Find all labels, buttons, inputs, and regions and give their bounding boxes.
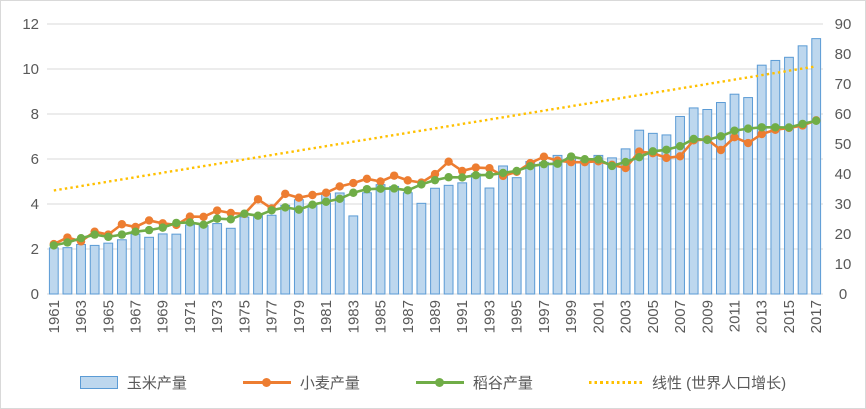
corn-bars <box>48 38 822 295</box>
chart-plot-area[interactable]: 0 2 4 6 8 10 12 0 10 20 30 40 50 60 70 80 90 1961 1963 1965… <box>1 1 865 359</box>
wheat-line-swatch-icon <box>242 377 291 387</box>
legend-item-trend[interactable]: 线性 (世界人口增长) <box>588 372 787 393</box>
legend-item-wheat[interactable]: 小麦产量 <box>242 372 360 393</box>
svg-text:30: 30 <box>835 196 852 213</box>
svg-text:2007: 2007 <box>672 300 689 333</box>
svg-text:1975: 1975 <box>236 300 253 333</box>
trendline-swatch-icon <box>588 380 643 384</box>
svg-text:1973: 1973 <box>209 300 226 333</box>
svg-text:0: 0 <box>839 286 847 303</box>
svg-text:1979: 1979 <box>291 300 308 333</box>
svg-text:2011: 2011 <box>727 300 744 332</box>
legend-label-corn: 玉米产量 <box>126 374 187 392</box>
svg-text:20: 20 <box>835 226 852 243</box>
svg-text:1971: 1971 <box>182 300 199 333</box>
svg-text:40: 40 <box>835 166 852 183</box>
legend-label-rice: 稻谷产量 <box>472 374 533 392</box>
svg-text:10: 10 <box>835 256 852 273</box>
svg-text:10: 10 <box>22 61 39 78</box>
svg-text:90: 90 <box>835 16 852 33</box>
svg-text:1963: 1963 <box>73 300 90 333</box>
svg-text:12: 12 <box>22 16 39 33</box>
svg-text:1967: 1967 <box>127 300 144 333</box>
chart-legend: 玉米产量 小麦产量 稻谷产量 线性 (世界人口增长) <box>1 362 865 402</box>
svg-text:0: 0 <box>31 286 39 303</box>
svg-text:1989: 1989 <box>427 300 444 333</box>
legend-label-trend: 线性 (世界人口增长) <box>651 374 787 392</box>
legend-label-wheat: 小麦产量 <box>299 374 360 392</box>
corn-bar-swatch-icon <box>79 375 118 389</box>
rice-line <box>49 116 821 250</box>
svg-text:1985: 1985 <box>373 300 390 333</box>
svg-text:1983: 1983 <box>345 300 362 333</box>
svg-text:2001: 2001 <box>590 300 607 333</box>
svg-text:2005: 2005 <box>645 300 662 333</box>
svg-text:2009: 2009 <box>699 300 716 333</box>
svg-text:1977: 1977 <box>264 300 281 333</box>
svg-text:6: 6 <box>31 151 39 168</box>
svg-text:1995: 1995 <box>509 300 526 333</box>
rice-line-swatch-icon <box>415 377 464 387</box>
svg-text:60: 60 <box>835 106 852 123</box>
svg-text:2003: 2003 <box>618 300 635 333</box>
svg-text:1997: 1997 <box>536 300 553 333</box>
svg-text:1969: 1969 <box>155 300 172 333</box>
svg-text:8: 8 <box>31 106 39 123</box>
svg-text:1981: 1981 <box>318 300 335 333</box>
svg-text:50: 50 <box>835 136 852 153</box>
svg-text:80: 80 <box>835 46 852 63</box>
svg-text:70: 70 <box>835 76 852 93</box>
svg-text:2013: 2013 <box>754 300 771 333</box>
svg-text:4: 4 <box>31 196 39 213</box>
legend-item-rice[interactable]: 稻谷产量 <box>415 372 533 393</box>
svg-text:1999: 1999 <box>563 300 580 333</box>
svg-text:1987: 1987 <box>400 300 417 333</box>
svg-text:2: 2 <box>31 241 39 258</box>
svg-text:1961: 1961 <box>46 300 63 333</box>
legend-item-corn[interactable]: 玉米产量 <box>79 372 187 393</box>
svg-text:1965: 1965 <box>100 300 117 333</box>
svg-text:2017: 2017 <box>808 300 825 333</box>
svg-text:1993: 1993 <box>481 300 498 333</box>
svg-text:1991: 1991 <box>454 300 471 333</box>
svg-text:2015: 2015 <box>781 300 798 333</box>
